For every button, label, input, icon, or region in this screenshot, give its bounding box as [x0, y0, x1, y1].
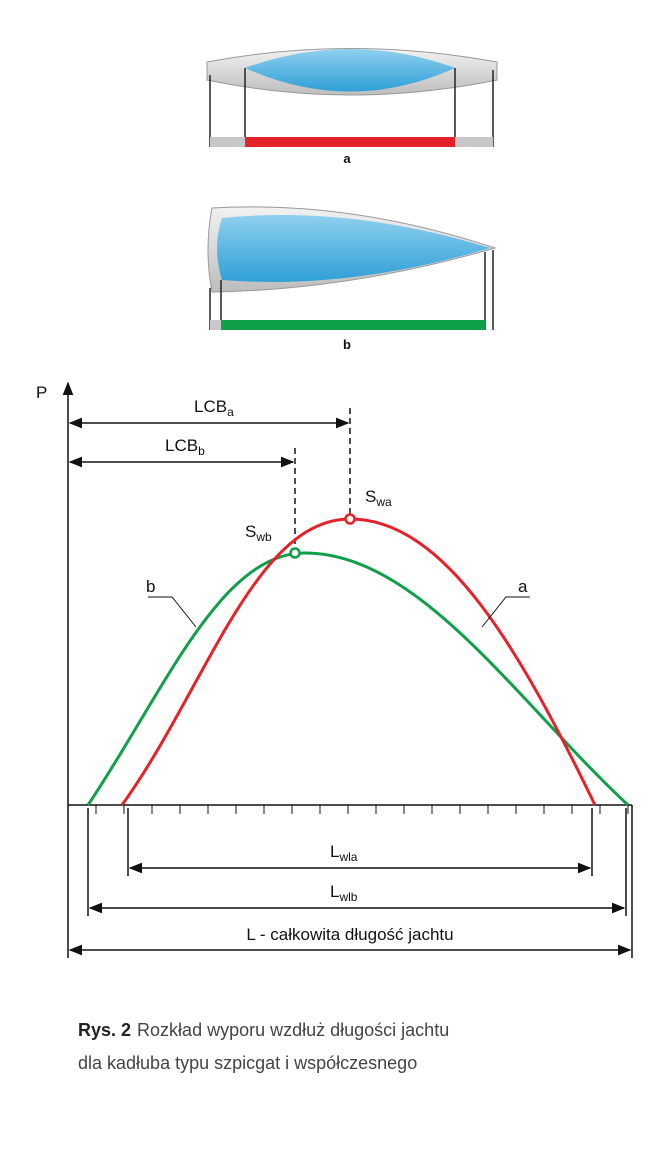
lwl-a-label: Lwla: [330, 842, 358, 864]
caption-line2: dla kadłuba typu szpicgat i współczesneg…: [78, 1053, 417, 1073]
hull-a-underwater: [245, 49, 455, 92]
plot: [62, 381, 633, 958]
waterline-a: [245, 137, 455, 147]
sw-a-label: Swa: [365, 487, 392, 509]
hull-b-underwater: [217, 214, 490, 282]
curve-b: [86, 551, 630, 807]
curve-a: [120, 517, 597, 806]
sw-b-label: Swb: [245, 522, 272, 544]
hull-a: a: [206, 48, 498, 166]
lwl-b-label: Lwlb: [330, 882, 358, 904]
curve-a-label: a: [518, 577, 528, 596]
hull-b-label: b: [343, 337, 351, 352]
axis-label: P: [36, 383, 47, 402]
curve-b-label: b: [146, 577, 155, 596]
lcb-b-label: LCBb: [165, 436, 205, 458]
total-length-label: L - całkowita długość jachtu: [246, 925, 453, 944]
waterline-b: [221, 320, 485, 330]
lcb-a-label: LCBa: [194, 397, 234, 419]
hull-a-label: a: [343, 151, 351, 166]
caption-line1: Rys. 2 Rozkład wyporu wzdłuż długości jac…: [78, 1020, 449, 1040]
hull-b: b: [207, 206, 497, 352]
